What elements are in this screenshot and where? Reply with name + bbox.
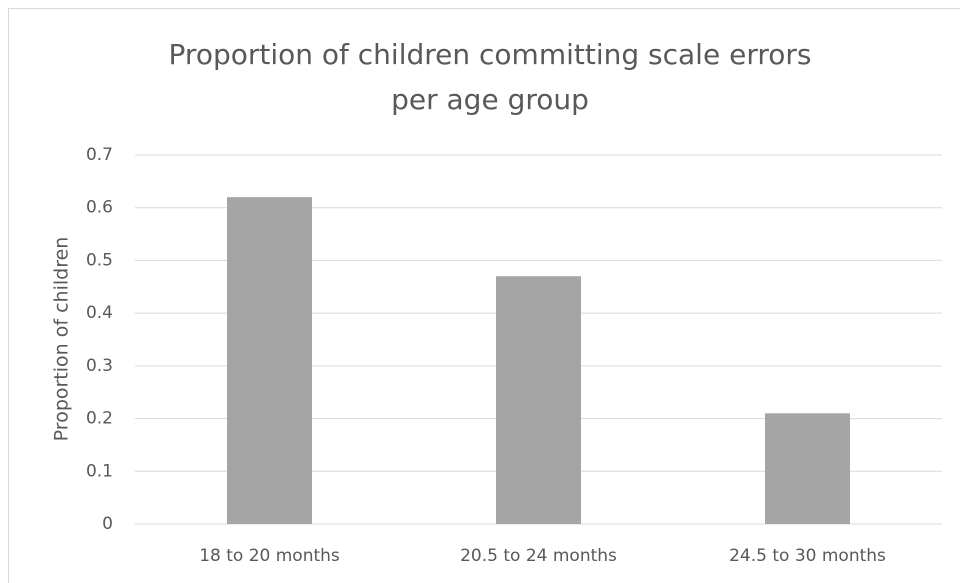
bar: [495, 276, 582, 524]
bar: [226, 197, 313, 524]
chart-title: per age group: [391, 83, 589, 116]
chart-title: Proportion of children committing scale …: [169, 38, 812, 71]
y-tick-label: 0.3: [86, 356, 113, 376]
y-tick-label: 0: [102, 514, 113, 534]
y-tick-label: 0.7: [86, 145, 113, 165]
y-tick-label: 0.1: [86, 461, 113, 481]
x-tick-label: 20.5 to 24 months: [460, 546, 617, 566]
bar: [764, 413, 851, 524]
y-tick-label: 0.2: [86, 409, 113, 429]
y-tick-label: 0.5: [86, 250, 113, 270]
y-tick-label: 0.4: [86, 303, 113, 323]
x-tick-label: 18 to 20 months: [199, 546, 340, 566]
y-tick-label: 0.6: [86, 198, 113, 218]
y-axis-label: Proportion of children: [51, 237, 73, 442]
x-tick-label: 24.5 to 30 months: [729, 546, 886, 566]
